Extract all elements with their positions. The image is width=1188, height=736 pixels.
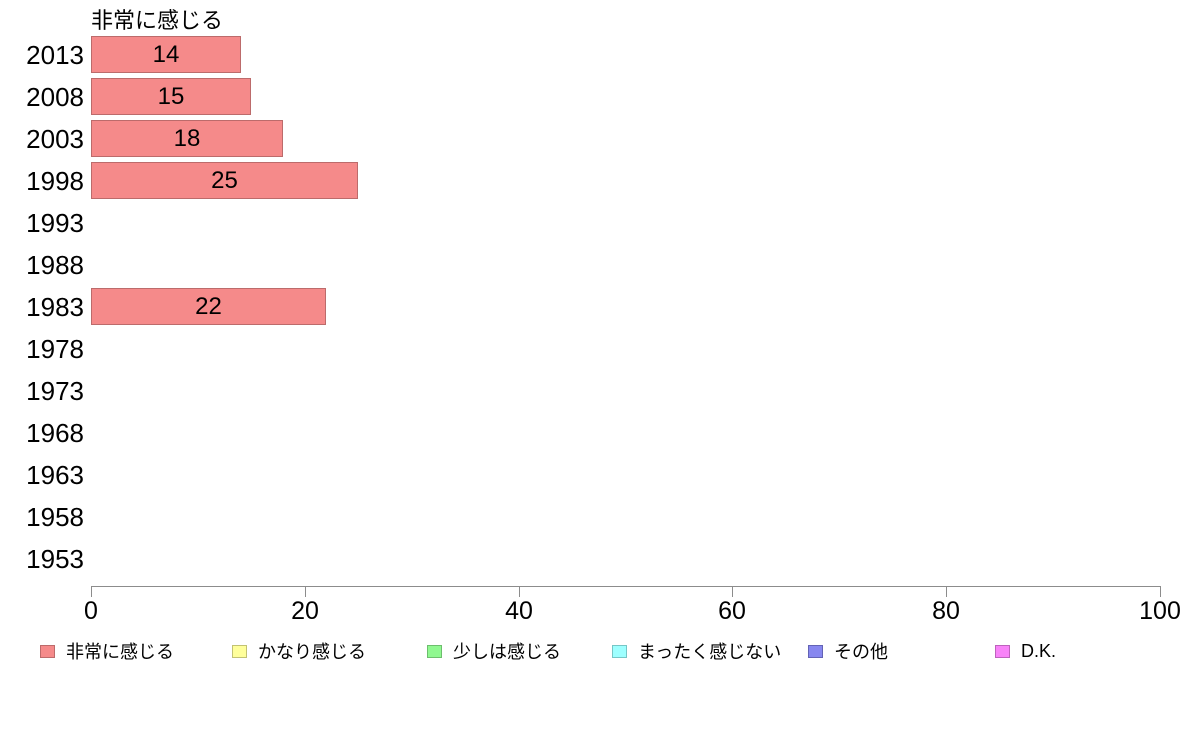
- legend-label: かなり感じる: [258, 642, 366, 662]
- x-tick-label: 40: [505, 597, 533, 625]
- year-label: 1998: [26, 166, 84, 196]
- bar-value-label: 14: [152, 40, 180, 68]
- bar: 25: [91, 162, 358, 199]
- legend-swatch: [612, 644, 627, 658]
- year-label: 2003: [26, 124, 84, 154]
- bar: 22: [91, 288, 326, 325]
- bar-value-label: 22: [195, 292, 222, 320]
- year-label: 1983: [26, 292, 84, 322]
- x-tick: [1160, 586, 1161, 597]
- year-label: 1978: [26, 334, 84, 364]
- x-tick-label: 100: [1139, 597, 1181, 625]
- year-label: 1963: [26, 460, 84, 490]
- legend-swatch: [427, 644, 442, 658]
- legend-item: D.K.: [995, 640, 1057, 661]
- legend-label: 少しは感じる: [453, 642, 561, 662]
- legend-label: まったく感じない: [638, 642, 782, 662]
- legend-swatch: [232, 644, 247, 658]
- legend-item: その他: [808, 642, 888, 662]
- legend-item: かなり感じる: [232, 642, 366, 662]
- year-label: 1958: [26, 502, 84, 532]
- bar: 14: [91, 36, 241, 73]
- year-label: 2013: [26, 40, 84, 70]
- x-tick-label: 20: [291, 597, 319, 625]
- x-tick: [91, 586, 92, 597]
- legend-swatch: [995, 644, 1010, 658]
- bar: 15: [91, 78, 251, 115]
- bar-value-label: 18: [173, 124, 201, 152]
- legend-item: まったく感じない: [612, 642, 781, 662]
- year-label: 1968: [26, 418, 84, 448]
- legend-item: 少しは感じる: [427, 642, 561, 662]
- x-tick-label: 0: [84, 597, 98, 625]
- bar: 18: [91, 120, 283, 157]
- year-label: 1953: [26, 544, 84, 574]
- year-label: 2008: [26, 82, 84, 112]
- legend-swatch: [808, 644, 823, 658]
- legend-swatch: [40, 644, 55, 658]
- x-tick: [732, 586, 733, 597]
- legend-label: 非常に感じる: [66, 642, 174, 662]
- bar-value-label: 15: [157, 82, 185, 110]
- legend-label: その他: [834, 642, 888, 662]
- legend-item: 非常に感じる: [40, 642, 174, 662]
- x-tick: [305, 586, 306, 597]
- x-tick-label: 80: [932, 597, 960, 625]
- bar-value-label: 25: [211, 166, 238, 194]
- legend-label: D.K.: [1021, 640, 1057, 661]
- year-label: 1993: [26, 208, 84, 238]
- year-label: 1988: [26, 250, 84, 280]
- x-tick-label: 60: [718, 597, 746, 625]
- chart-title: 非常に感じる: [91, 8, 224, 33]
- x-axis-line: [91, 586, 1160, 587]
- year-label: 1973: [26, 376, 84, 406]
- x-tick: [519, 586, 520, 597]
- x-tick: [946, 586, 947, 597]
